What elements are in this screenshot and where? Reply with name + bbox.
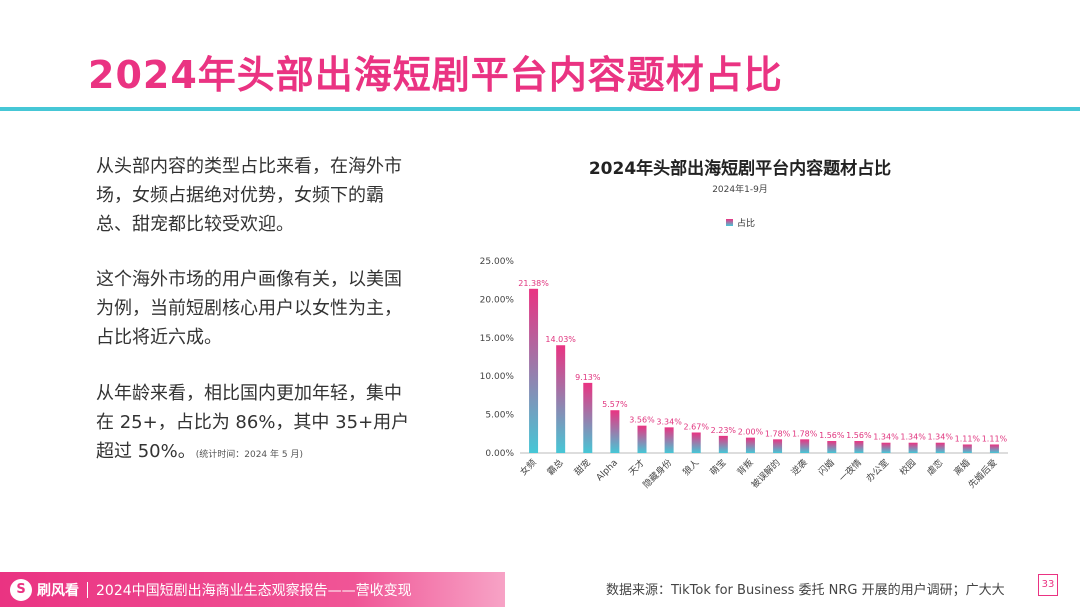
chart: 2024年头部出海短剧平台内容题材占比 2024年1-9月 占比 0.00% 5.… [460,140,1060,540]
bar [745,437,755,453]
data-label: 2.67% [684,422,710,431]
x-tick-label: 萌宝 [707,457,728,478]
data-label: 2.23% [711,426,737,435]
x-tick-label: Alpha [595,458,620,483]
paragraph-3-note: (统计时间：2024 年 5 月) [195,450,303,460]
x-tick-label: 隐藏身份 [640,457,674,491]
legend-swatch [726,219,733,226]
data-label: 1.56% [819,431,845,440]
bar [637,425,647,453]
bar [800,439,810,453]
data-label: 3.56% [629,416,655,425]
data-label: 1.78% [765,429,791,438]
x-tick-label: 霸总 [545,457,566,478]
page-number: 33 [1038,574,1058,596]
x-tick-label: 女频 [517,457,538,478]
data-label: 3.34% [656,417,682,426]
y-tick-label: 5.00% [485,411,514,421]
y-tick-label: 0.00% [485,449,514,459]
data-label: 14.03% [545,335,576,344]
x-tick-label: 虐恋 [924,457,945,478]
bar [718,435,728,453]
data-label: 5.57% [602,400,628,409]
data-label: 21.38% [518,279,549,288]
x-tick-label: 先婚后爱 [966,457,1000,491]
bar [773,439,783,453]
x-tick-label: 离婚 [951,457,972,478]
bar [962,444,972,453]
x-tick-label: 甜宠 [572,457,593,478]
data-label: 2.00% [738,428,764,437]
bar [556,345,566,453]
page-title: 2024年头部出海短剧平台内容题材占比 [88,53,783,97]
chart-title: 2024年头部出海短剧平台内容题材占比 [588,159,892,179]
data-label: 1.34% [900,433,926,442]
data-label: 1.34% [928,433,954,442]
x-tick-label: 背叛 [734,457,755,478]
logo-icon: S [10,578,32,601]
bar [691,432,701,453]
data-label: 1.34% [873,433,899,442]
paragraph-1: 从头部内容的类型占比来看，在海外市场，女频占据绝对优势，女频下的霸总、甜宠都比较… [96,156,402,235]
bar [664,427,674,453]
bar [908,442,918,453]
y-tick-label: 10.00% [480,372,515,382]
bar [583,382,593,453]
bar [529,288,539,453]
bar [610,410,620,453]
paragraph-3: 从年龄来看，相比国内更加年轻，集中在 25+，占比为 86%，其中 35+用户超… [96,379,416,470]
y-tick-label: 20.00% [480,295,515,305]
bar [854,441,864,453]
logo-text: 刷风看 [37,582,79,599]
x-tick-label: 狼人 [680,457,701,478]
x-tick-label: 校园 [897,457,918,478]
bar [935,442,945,453]
data-label: 1.78% [792,429,818,438]
y-tick-label: 15.00% [480,334,515,344]
logo-mark: S [16,582,26,597]
x-tick-label: 闪婚 [816,457,837,478]
data-source: 数据来源：TikTok for Business 委托 NRG 开展的用户调研；… [606,583,1005,598]
footer-band: S 刷风看 2024中国短剧出海商业生态观察报告——营收变现 [0,572,505,607]
footer-separator [87,581,88,598]
x-tick-label: 办公室 [864,457,892,485]
paragraph-2: 这个海外市场的用户画像有关，以美国为例，当前短剧核心用户以女性为主，占比将近六成… [96,269,402,348]
x-tick-label: 逆袭 [789,457,810,478]
data-label: 1.56% [846,431,872,440]
data-label: 1.11% [982,434,1008,443]
x-tick-label: 天才 [626,457,647,478]
paragraph-3-text: 从年龄来看，相比国内更加年轻，集中在 25+，占比为 86%，其中 35+用户超… [96,383,410,462]
x-tick-label: 一夜情 [836,457,864,485]
data-label: 9.13% [575,373,601,382]
bar [881,442,891,453]
bar [827,441,837,453]
chart-legend: 占比 [726,216,755,229]
data-label: 1.11% [955,434,981,443]
chart-plot: 0.00% 5.00% 10.00% 15.00% 20.00% 25.00% 21.38%… [480,257,1008,491]
bar [989,444,999,453]
x-tick-label: 被误解的 [749,457,783,491]
report-title: 2024中国短剧出海商业生态观察报告——营收变现 [96,582,412,599]
y-tick-label: 25.00% [480,257,515,267]
legend-label: 占比 [737,219,756,229]
chart-subtitle: 2024年1-9月 [712,185,768,195]
title-divider [0,107,1080,111]
